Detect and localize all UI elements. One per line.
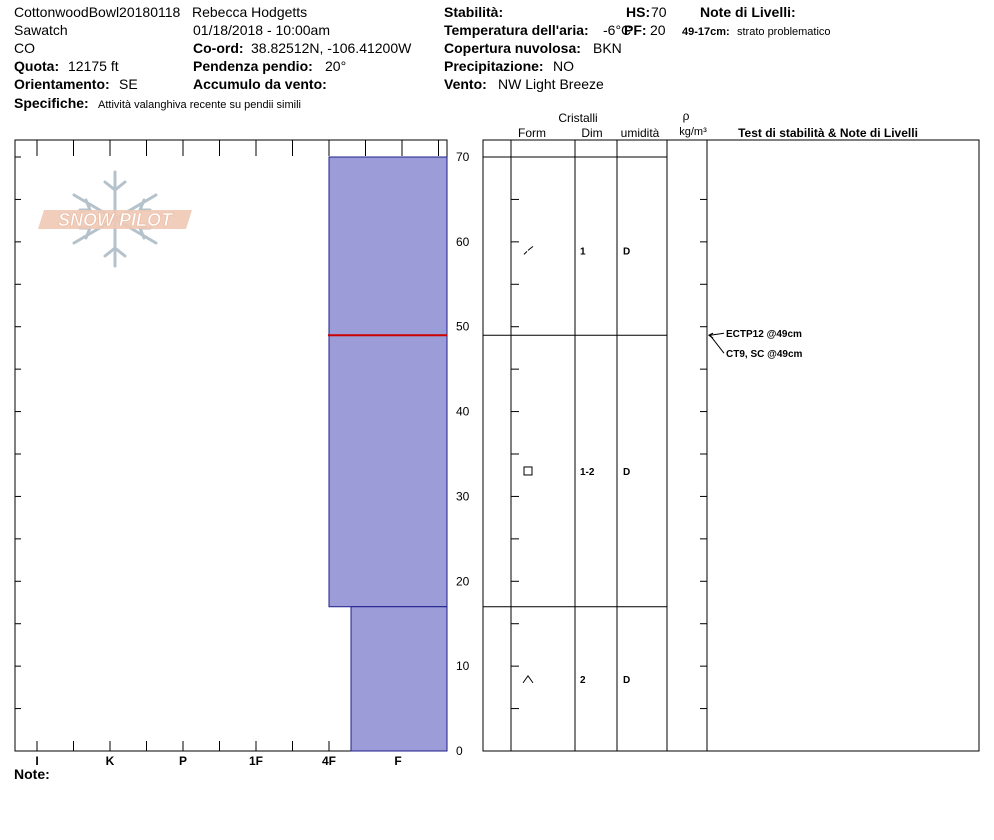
layer-note-text: strato problematico: [737, 26, 831, 38]
pf-label: PF:: [624, 22, 647, 38]
height-tick-label: 0: [456, 744, 463, 758]
coord-label: Co-ord:: [193, 40, 244, 56]
aspect-label: Orientamento:: [14, 76, 110, 92]
precip-label: Precipitazione:: [444, 58, 544, 74]
notes-label: Note:: [14, 766, 50, 782]
mountain-range: Sawatch: [14, 22, 68, 38]
fragment-stroke: [527, 245, 534, 251]
fragment-stroke: [523, 250, 528, 255]
elevation-label: Quota:: [14, 58, 60, 74]
depth-hoar-icon: [522, 675, 534, 684]
tests-header: Test di stabilità & Note di Livelli: [738, 126, 918, 140]
cloud-value: BKN: [593, 40, 622, 56]
logo-text: SNOW PILOT: [58, 210, 174, 230]
wind-label: Vento:: [444, 76, 487, 92]
hardness-tick-label: 4F: [322, 754, 336, 768]
wind-load-label: Accumulo da vento:: [193, 76, 327, 92]
layer-notes-label: Note di Livelli:: [700, 4, 796, 20]
crystal-size: 1-2: [580, 467, 595, 478]
site-name: CottonwoodBowl20180118: [14, 4, 181, 20]
crystal-size: 2: [580, 675, 586, 686]
hs-label: HS:: [626, 4, 651, 20]
hs-value: 70: [651, 4, 667, 20]
precip-value: NO: [553, 58, 574, 74]
faceted-crystals-icon: [523, 466, 533, 476]
hardness-tick-label: F: [394, 754, 401, 768]
size-header: Dim: [581, 126, 602, 140]
air-temp-label: Temperatura dell'aria:: [444, 22, 589, 38]
table-layer-rows: [483, 156, 667, 608]
stability-test-label: CT9, SC @49cm: [726, 349, 803, 360]
slope-value: 20°: [325, 58, 347, 74]
elevation-value: 12175 ft: [68, 58, 119, 74]
pf-value: 20: [650, 22, 666, 38]
height-tick-label: 70: [456, 150, 470, 164]
layer-table-frame: [482, 139, 980, 752]
wind-value: NW Light Breeze: [498, 76, 604, 92]
stability-test-label: ECTP12 @49cm: [726, 329, 802, 340]
cloud-label: Copertura nuvolosa:: [444, 40, 581, 56]
test-pointer-arrow: [708, 332, 714, 339]
hardness-layer-bar: [328, 156, 448, 608]
aspect-value: SE: [119, 76, 138, 92]
crystals-header: Cristalli: [558, 111, 597, 125]
hardness-tick-label: P: [179, 754, 187, 768]
height-tick-label: 50: [456, 320, 470, 334]
crystal-moisture: D: [623, 467, 630, 478]
hardness-layers: [328, 156, 448, 752]
crystal-size: 1: [580, 246, 586, 257]
crystal-moisture: D: [623, 246, 630, 257]
decomposing-fragments-icon: [523, 245, 534, 255]
observer-name: Rebecca Hodgetts: [192, 4, 308, 20]
stability-label: Stabilità:: [444, 4, 504, 20]
coord-value: 38.82512N, -106.41200W: [251, 40, 412, 56]
hardness-layer-bar: [350, 606, 448, 752]
state: CO: [14, 40, 35, 56]
observation-datetime: 01/18/2018 - 10:00am: [193, 22, 330, 38]
table-ticks: [511, 198, 707, 710]
test-pointer-line: [709, 332, 725, 336]
specifics-label: Specifiche:: [14, 95, 89, 111]
stability-tests: ECTP12 @49cm CT9, SC @49cm: [708, 329, 803, 360]
snow-pilot-logo: SNOW PILOT: [38, 170, 192, 268]
crystal-rows: 1 D 1-2 D 2 D: [522, 245, 630, 686]
density-unit: kg/m³: [679, 126, 707, 138]
hardness-ticks: I K P 1F 4F F: [35, 140, 439, 768]
hardness-tick-label: I: [35, 754, 38, 768]
form-header: Form: [518, 126, 546, 140]
height-tick-label: 60: [456, 235, 470, 249]
hardness-tick-label: 1F: [249, 754, 263, 768]
moisture-header: umidità: [621, 126, 660, 140]
density-symbol: ρ: [683, 109, 690, 123]
height-tick-label: 30: [456, 489, 470, 503]
layer-note-range: 49-17cm:: [682, 26, 730, 38]
height-tick-label: 20: [456, 574, 470, 588]
slope-label: Pendenza pendio:: [193, 58, 313, 74]
height-tick-label: 10: [456, 659, 470, 673]
height-tick-label: 40: [456, 405, 470, 419]
hardness-tick-label: K: [106, 754, 115, 768]
air-temp-value: -6°C: [603, 22, 632, 38]
specifics-value: Attività valanghiva recente su pendii si…: [98, 99, 301, 111]
crystal-moisture: D: [623, 675, 630, 686]
